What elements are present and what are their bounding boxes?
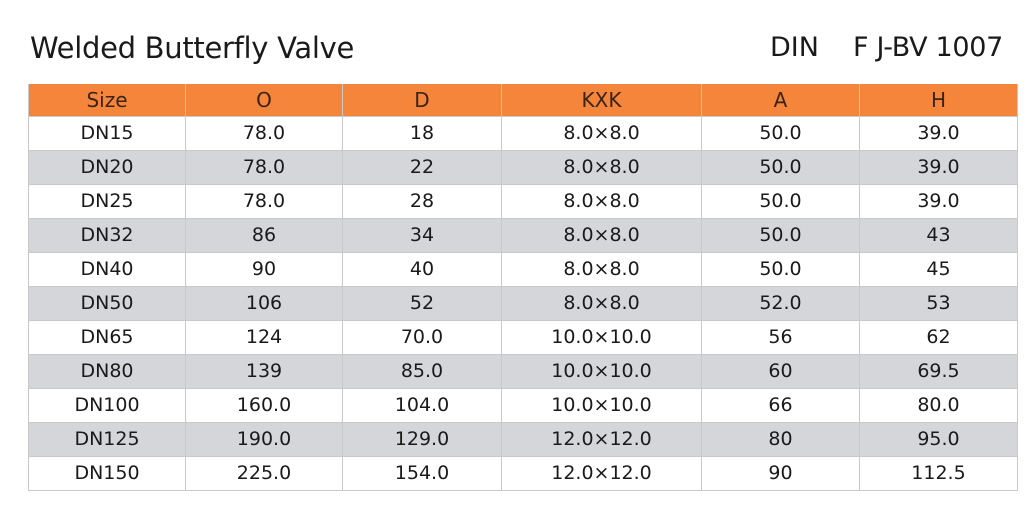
- cell-size: DN15: [28, 116, 186, 151]
- column-header-size: Size: [28, 84, 186, 117]
- column-header-kxk: KXK: [501, 84, 702, 117]
- cell-o: 78.0: [185, 184, 343, 219]
- cell-kxk: 10.0×10.0: [501, 388, 702, 423]
- cell-h: 95.0: [859, 422, 1018, 457]
- column-header-d: D: [342, 84, 502, 117]
- cell-o: 78.0: [185, 150, 343, 185]
- cell-d: 154.0: [342, 456, 502, 491]
- cell-a: 50.0: [701, 150, 860, 185]
- cell-kxk: 8.0×8.0: [501, 252, 702, 287]
- cell-a: 80: [701, 422, 860, 457]
- cell-d: 52: [342, 286, 502, 321]
- document-title: Welded Butterfly Valve: [30, 31, 354, 65]
- cell-o: 160.0: [185, 388, 343, 423]
- table-header: Size O D KXK A H: [28, 84, 1018, 117]
- table-row: DN32 86 34 8.0×8.0 50.0 43: [28, 218, 1018, 253]
- column-header-o: O: [185, 84, 343, 117]
- table-row: DN20 78.0 22 8.0×8.0 50.0 39.0: [28, 150, 1018, 185]
- cell-kxk: 10.0×10.0: [501, 320, 702, 355]
- cell-kxk: 12.0×12.0: [501, 456, 702, 491]
- column-header-h: H: [859, 84, 1018, 117]
- cell-a: 90: [701, 456, 860, 491]
- cell-kxk: 8.0×8.0: [501, 286, 702, 321]
- table-row: DN80 139 85.0 10.0×10.0 60 69.5: [28, 354, 1018, 389]
- cell-a: 50.0: [701, 218, 860, 253]
- header-row: Size O D KXK A H: [28, 84, 1018, 117]
- cell-o: 190.0: [185, 422, 343, 457]
- cell-a: 52.0: [701, 286, 860, 321]
- cell-kxk: 8.0×8.0: [501, 184, 702, 219]
- dimension-table: Size O D KXK A H DN15 78.0 18 8.0×8.0 50.0 39…: [28, 84, 1018, 491]
- cell-h: 80.0: [859, 388, 1018, 423]
- table-row: DN25 78.0 28 8.0×8.0 50.0 39.0: [28, 184, 1018, 219]
- cell-size: DN25: [28, 184, 186, 219]
- cell-kxk: 10.0×10.0: [501, 354, 702, 389]
- standard-label: DIN: [770, 32, 819, 63]
- table-row: DN50 106 52 8.0×8.0 52.0 53: [28, 286, 1018, 321]
- cell-a: 50.0: [701, 252, 860, 287]
- cell-h: 43: [859, 218, 1018, 253]
- cell-h: 112.5: [859, 456, 1018, 491]
- cell-size: DN20: [28, 150, 186, 185]
- cell-o: 90: [185, 252, 343, 287]
- column-header-a: A: [701, 84, 860, 117]
- document-header: Welded Butterfly Valve DIN F J-BV 1007: [0, 0, 1030, 84]
- cell-size: DN80: [28, 354, 186, 389]
- table-row: DN150 225.0 154.0 12.0×12.0 90 112.5: [28, 456, 1018, 491]
- table-row: DN125 190.0 129.0 12.0×12.0 80 95.0: [28, 422, 1018, 457]
- cell-h: 39.0: [859, 184, 1018, 219]
- cell-a: 60: [701, 354, 860, 389]
- cell-h: 69.5: [859, 354, 1018, 389]
- cell-d: 18: [342, 116, 502, 151]
- cell-size: DN50: [28, 286, 186, 321]
- table-body: DN15 78.0 18 8.0×8.0 50.0 39.0 DN20 78.0 22 8.0×8…: [28, 116, 1018, 491]
- table-row: DN40 90 40 8.0×8.0 50.0 45: [28, 252, 1018, 287]
- cell-o: 106: [185, 286, 343, 321]
- cell-d: 70.0: [342, 320, 502, 355]
- cell-kxk: 8.0×8.0: [501, 116, 702, 151]
- cell-o: 225.0: [185, 456, 343, 491]
- cell-h: 45: [859, 252, 1018, 287]
- cell-size: DN40: [28, 252, 186, 287]
- cell-d: 28: [342, 184, 502, 219]
- cell-o: 78.0: [185, 116, 343, 151]
- cell-a: 56: [701, 320, 860, 355]
- cell-o: 86: [185, 218, 343, 253]
- cell-size: DN125: [28, 422, 186, 457]
- cell-kxk: 8.0×8.0: [501, 150, 702, 185]
- cell-d: 104.0: [342, 388, 502, 423]
- cell-kxk: 8.0×8.0: [501, 218, 702, 253]
- cell-size: DN100: [28, 388, 186, 423]
- table-row: DN15 78.0 18 8.0×8.0 50.0 39.0: [28, 116, 1018, 151]
- cell-size: DN65: [28, 320, 186, 355]
- cell-d: 40: [342, 252, 502, 287]
- cell-kxk: 12.0×12.0: [501, 422, 702, 457]
- model-number: F J-BV 1007: [853, 32, 1004, 63]
- cell-size: DN150: [28, 456, 186, 491]
- cell-a: 50.0: [701, 184, 860, 219]
- cell-o: 124: [185, 320, 343, 355]
- cell-h: 53: [859, 286, 1018, 321]
- cell-d: 34: [342, 218, 502, 253]
- table-row: DN100 160.0 104.0 10.0×10.0 66 80.0: [28, 388, 1018, 423]
- cell-d: 85.0: [342, 354, 502, 389]
- cell-h: 39.0: [859, 150, 1018, 185]
- cell-d: 22: [342, 150, 502, 185]
- cell-o: 139: [185, 354, 343, 389]
- table-row: DN65 124 70.0 10.0×10.0 56 62: [28, 320, 1018, 355]
- cell-d: 129.0: [342, 422, 502, 457]
- cell-h: 62: [859, 320, 1018, 355]
- cell-size: DN32: [28, 218, 186, 253]
- cell-h: 39.0: [859, 116, 1018, 151]
- cell-a: 66: [701, 388, 860, 423]
- cell-a: 50.0: [701, 116, 860, 151]
